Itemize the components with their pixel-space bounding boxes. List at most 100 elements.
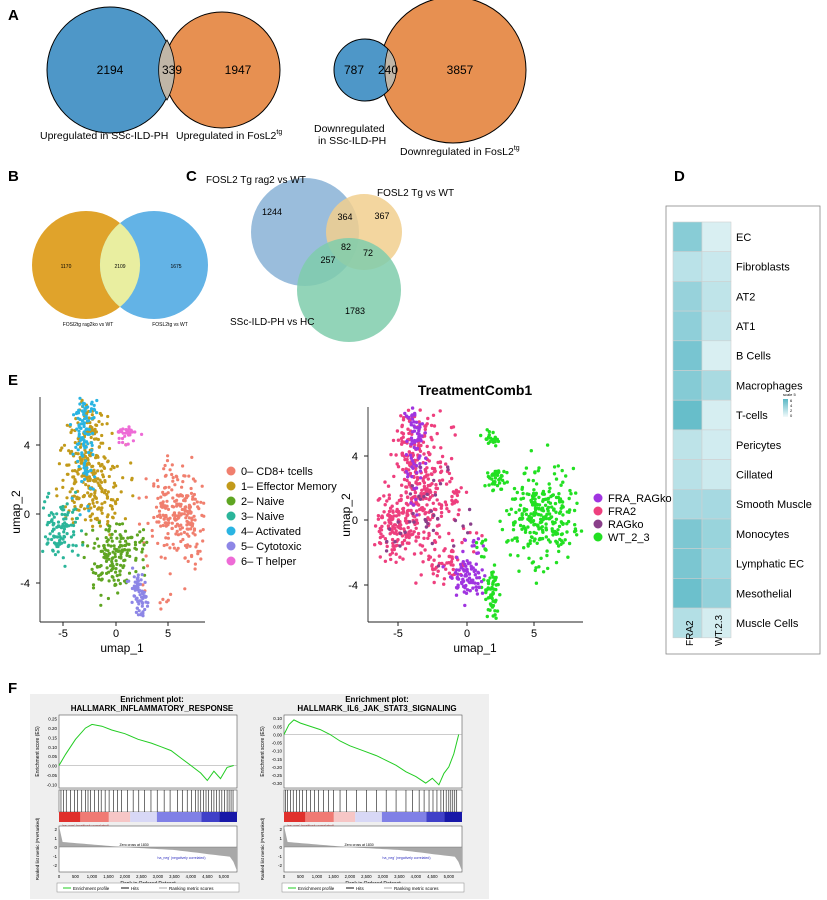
umap-left-point — [83, 477, 87, 481]
umap-right-legend-swatch — [593, 493, 603, 503]
umap-right-point — [482, 555, 486, 559]
umap-right-point — [400, 424, 404, 429]
umap-right-point — [539, 513, 543, 517]
umap-right-point — [547, 489, 551, 494]
gsea-es-tick: 0.00 — [48, 764, 57, 769]
heatmap-legend-bar — [783, 399, 788, 417]
umap-right-point — [405, 478, 409, 483]
umap-right-point — [450, 494, 454, 499]
venn-c-count-bc: 72 — [363, 248, 373, 258]
umap-left-point — [191, 495, 195, 499]
umap-right-point — [531, 519, 535, 524]
umap-right-point — [520, 512, 524, 516]
umap-right-point — [533, 513, 537, 517]
umap-right-point — [492, 563, 497, 567]
umap-left-point — [130, 586, 134, 591]
umap-right-point — [418, 497, 423, 501]
umap-right-point — [453, 518, 458, 523]
umap-right-point — [567, 496, 571, 501]
umap-left-point — [70, 428, 74, 432]
umap-right-point — [471, 540, 475, 544]
umap-right-point — [448, 480, 452, 484]
umap-right-point — [410, 484, 414, 488]
umap-right-point — [533, 508, 538, 512]
umap-left-point — [62, 443, 67, 447]
umap-right-point — [430, 494, 435, 498]
umap-right-point — [430, 541, 434, 546]
venn-c-top-left-label: FOSL2 Tg rag2 vs WT — [206, 175, 306, 186]
umap-right-point — [534, 491, 538, 495]
umap-left-point — [78, 513, 82, 517]
umap-right-point — [410, 430, 415, 434]
umap-left-point — [118, 573, 122, 577]
umap-left-point — [84, 450, 88, 454]
umap-right-point — [385, 499, 389, 503]
umap-left-point — [103, 456, 107, 460]
umap-right-point — [398, 555, 402, 559]
umap-right-point — [401, 506, 406, 511]
umap-right-point — [395, 429, 400, 433]
umap-left-point — [193, 497, 197, 501]
umap-left-point — [145, 564, 150, 568]
umap-right-point — [518, 516, 522, 521]
umap-left-point — [112, 544, 116, 548]
gsea-rank-tick: 0 — [54, 845, 57, 850]
umap-right-point — [534, 566, 538, 570]
umap-left-point — [50, 519, 54, 523]
umap-left-point — [125, 551, 129, 555]
umap-left-point — [159, 515, 163, 520]
umap-left-point — [175, 502, 179, 506]
umap-right-point — [486, 471, 490, 475]
venn-b-left-label: FOSl2tg rag2ko vs WT — [63, 322, 114, 328]
umap-right-point — [541, 570, 546, 574]
gsea-label-neg: 'na_neg' (negatively correlated) — [157, 856, 206, 860]
umap-right-point — [579, 529, 584, 533]
umap-right-point — [487, 430, 491, 434]
umap-right-point — [533, 500, 537, 505]
umap-right-point — [541, 492, 545, 496]
umap-right-point — [516, 554, 520, 558]
umap-right-point — [510, 538, 514, 542]
umap-left-point — [76, 472, 80, 476]
umap-right-point — [386, 484, 391, 488]
umap-left-point — [61, 556, 65, 560]
umap-right-point — [521, 496, 526, 500]
umap-right-point — [449, 425, 454, 430]
umap-left: 4 0 -4 -5 0 5 umap_1 umap_2 0– CD8+ tcel… — [9, 396, 337, 655]
umap-right-point — [417, 435, 421, 439]
umap-right-point — [437, 535, 442, 539]
venn-a2-right-sup: tg — [514, 145, 520, 152]
umap-right-point — [476, 537, 481, 541]
umap-right-point — [449, 456, 454, 461]
umap-left-point — [96, 437, 100, 442]
umap-left-point — [183, 556, 187, 560]
umap-left-point — [114, 502, 118, 506]
umap-left-point — [107, 552, 111, 556]
gsea-x-tick: 2,500 — [136, 874, 147, 879]
umap-left-point — [86, 491, 90, 495]
umap-right-point — [385, 539, 389, 544]
gsea-rank-tick: -1 — [278, 854, 282, 859]
umap-right-point — [535, 502, 540, 507]
heatmap-row-label: Mesothelial — [736, 588, 792, 600]
umap-left-point — [179, 532, 183, 536]
umap-right-point — [412, 503, 416, 507]
umap-left-point — [72, 500, 76, 504]
umap-left-point — [123, 558, 127, 562]
umap-right-point — [498, 593, 502, 597]
umap-left-point — [134, 570, 138, 574]
umap-right-point — [373, 543, 377, 547]
umap-right-point — [491, 603, 496, 608]
gsea-es-tick: 0.10 — [273, 716, 282, 721]
umap-right-point — [418, 454, 422, 458]
umap-right-point — [441, 565, 445, 569]
venn-a2-right-count: 3857 — [447, 63, 474, 77]
umap-right-point — [426, 516, 430, 520]
heatmap-cell — [701, 399, 732, 431]
umap-right-point — [412, 438, 417, 443]
umap-left-point — [171, 513, 175, 517]
umap-left-ytick-1: 4 — [24, 440, 30, 452]
umap-right-legend-label: WT_2_3 — [608, 532, 650, 544]
umap-left-point — [136, 573, 140, 577]
umap-left-point — [170, 521, 174, 525]
